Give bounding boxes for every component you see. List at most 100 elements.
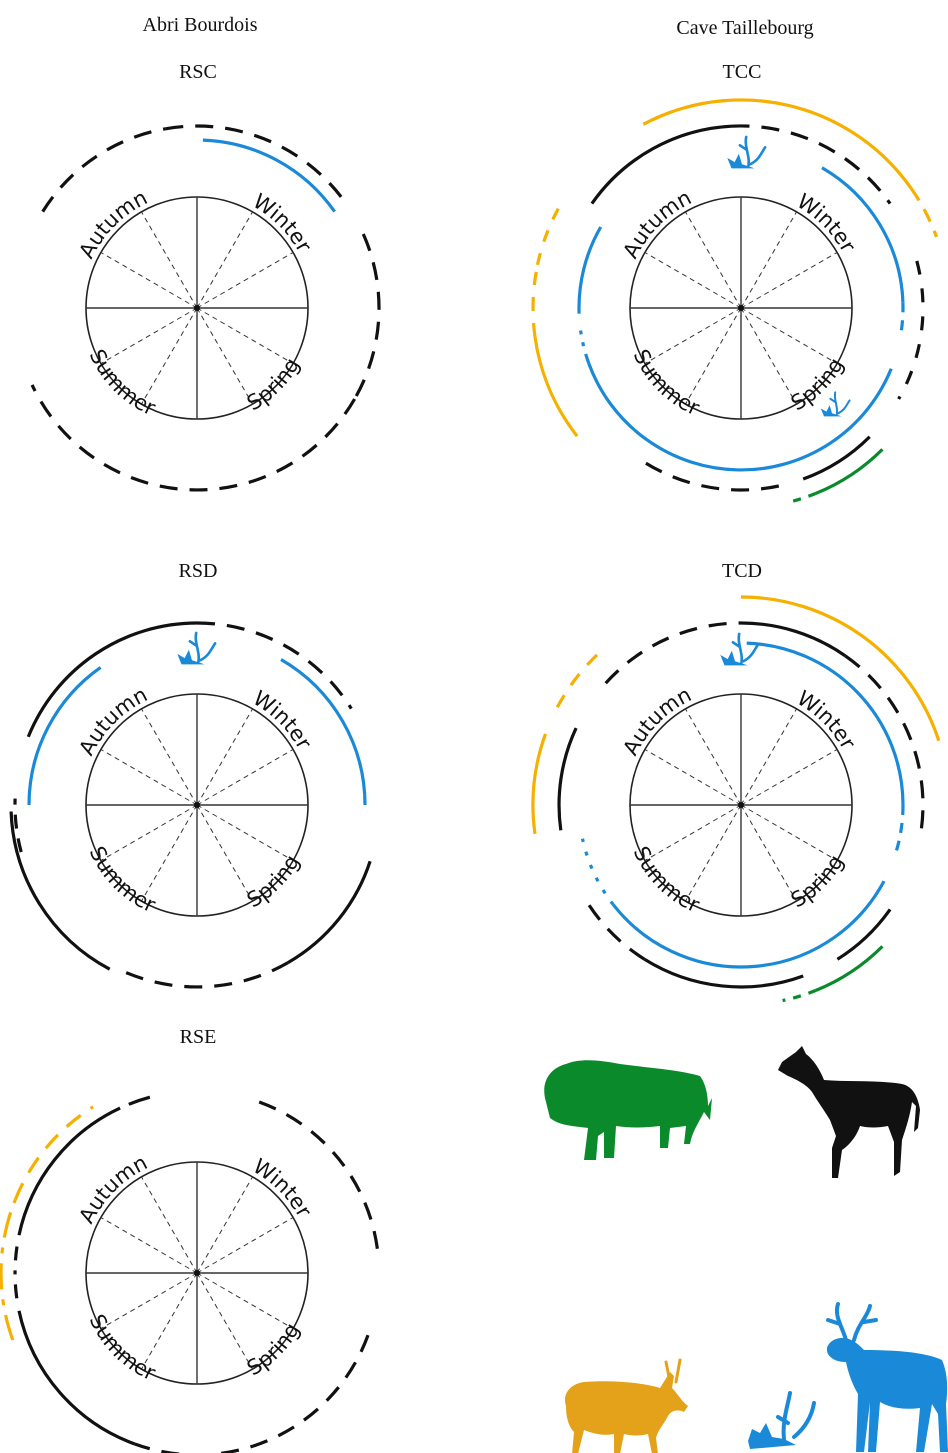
horse-arc: [731, 124, 892, 205]
horse-arc: [165, 124, 348, 205]
season-wheel-rsc: Winter Spring Summer Autumn: [74, 185, 317, 420]
wheel-spoke: [196, 211, 253, 309]
bison-silhouette: [544, 1060, 712, 1160]
wheel-spoke: [196, 1272, 294, 1329]
reindeer-arc: [587, 362, 893, 472]
wheel-spoke: [740, 749, 838, 806]
season-label-winter: Winter: [249, 686, 317, 753]
wheel-center: [738, 802, 744, 808]
saiga-arc: [0, 1199, 17, 1341]
bison-arc: [792, 491, 817, 503]
wheel-spoke: [196, 1272, 253, 1370]
wheel-spoke: [196, 1217, 294, 1274]
horse-arc: [41, 127, 166, 213]
horse-arc: [604, 621, 742, 685]
horse-arc: [353, 233, 381, 400]
horse-arc: [557, 727, 578, 831]
saiga-arc: [533, 336, 579, 438]
season-wheel-tcc: Winter Spring Summer Autumn: [618, 185, 860, 421]
season-wheel-rsd: Winter Spring Summer Autumn: [74, 682, 317, 917]
season-wheel-tcd: Winter Spring Summer Autumn: [618, 682, 860, 917]
wheel-center: [194, 305, 200, 311]
reindeer-arc: [579, 330, 591, 364]
reindeer-arc: [27, 666, 102, 806]
wheel-spoke: [100, 1272, 198, 1329]
saiga-arc: [652, 98, 727, 121]
wheel-spoke: [141, 804, 198, 902]
season-label-autumn: Autumn: [618, 185, 695, 262]
reindeer-arc: [746, 641, 905, 806]
level-title-tcd: TCD: [722, 560, 762, 582]
bison-arc: [815, 945, 884, 992]
wheel-spoke: [196, 307, 294, 364]
season-label-autumn: Autumn: [618, 682, 695, 759]
wheel-spoke: [196, 804, 294, 861]
reindeer-antler-icon: [177, 631, 217, 665]
wheel-spoke: [100, 252, 198, 309]
season-label-winter: Winter: [249, 189, 317, 256]
saiga-arc: [555, 649, 603, 709]
wheel-center: [738, 305, 744, 311]
reindeer-antler-icon: [720, 632, 760, 666]
wheel-spoke: [196, 1176, 253, 1274]
horse-arc: [26, 621, 198, 738]
wheel-spoke: [740, 804, 838, 861]
horse-arc: [802, 435, 871, 481]
season-label-summer: Summer: [85, 1311, 160, 1386]
wheel-spoke: [100, 1217, 198, 1274]
horse-arc: [134, 1334, 370, 1453]
horse-arc: [30, 384, 356, 492]
wheel-spoke: [685, 804, 742, 902]
wheel-center: [194, 1270, 200, 1276]
horse-arc: [128, 1095, 151, 1106]
reindeer-arc: [280, 658, 367, 806]
horse-arc: [844, 654, 925, 837]
wheel-spoke: [141, 211, 198, 309]
season-label-spring: Spring: [243, 1319, 305, 1381]
season-label-autumn: Autumn: [74, 185, 151, 262]
wheel-spoke: [196, 307, 253, 405]
wheel-spoke: [100, 749, 198, 806]
horse-arc: [258, 1100, 380, 1258]
horse-arc: [582, 895, 646, 961]
wheel-center: [194, 802, 200, 808]
wheel-spoke: [685, 307, 742, 405]
horse-arc: [196, 621, 353, 710]
wheel-spoke: [196, 804, 253, 902]
saiga-arc: [531, 733, 548, 835]
horse-arc: [13, 1241, 20, 1299]
wheel-spoke: [141, 1176, 198, 1274]
horse-arc: [287, 860, 372, 964]
bison-arc: [815, 448, 884, 495]
wheel-spoke: [100, 804, 198, 861]
saiga-arc: [910, 187, 939, 238]
reindeer-arc: [202, 138, 336, 213]
horse-arc: [13, 798, 23, 853]
bison-arc: [782, 988, 817, 1003]
horse-arc: [643, 957, 804, 989]
wheel-spoke: [644, 252, 742, 309]
season-label-summer: Summer: [629, 346, 704, 421]
season-label-spring: Spring: [243, 851, 305, 913]
wheel-spoke: [740, 804, 797, 902]
wheel-spoke: [196, 708, 253, 806]
season-label-spring: Spring: [787, 851, 849, 913]
level-title-rse: RSE: [179, 1026, 217, 1048]
season-label-autumn: Autumn: [74, 1150, 151, 1227]
reindeer-arc: [612, 880, 886, 969]
wheel-spoke: [644, 749, 742, 806]
horse-arc: [17, 1310, 136, 1446]
level-title-rsc: RSC: [179, 61, 217, 83]
site-title-abri-bourdois: Abri Bourdois: [142, 14, 258, 36]
horse-arc: [635, 455, 780, 492]
season-label-winter: Winter: [249, 1154, 317, 1221]
saiga-arc: [13, 1105, 94, 1201]
horse-arc: [836, 908, 892, 961]
reindeer-silhouette: [826, 1302, 948, 1452]
wheel-spoke: [685, 708, 742, 806]
season-label-autumn: Autumn: [74, 682, 151, 759]
wheel-spoke: [141, 1272, 198, 1370]
wheel-spoke: [141, 307, 198, 405]
reindeer-arc: [898, 302, 905, 337]
